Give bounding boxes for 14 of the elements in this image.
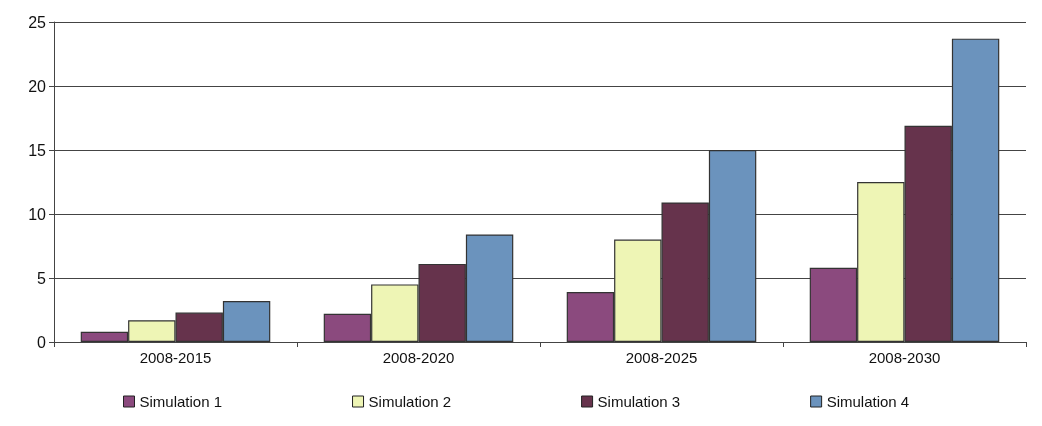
x-tick-label: 2008-2025 bbox=[625, 349, 698, 366]
legend-label: Simulation 1 bbox=[139, 393, 223, 410]
y-tick-label: 15 bbox=[28, 141, 47, 159]
legend-label: Simulation 2 bbox=[368, 393, 452, 410]
legend-label: Simulation 3 bbox=[597, 393, 681, 410]
x-tick-label: 2008-2015 bbox=[139, 349, 212, 366]
y-tick-label: 25 bbox=[28, 13, 47, 31]
y-tick-label: 0 bbox=[37, 333, 47, 351]
x-tick-label: 2008-2030 bbox=[868, 349, 941, 366]
y-tick-label: 20 bbox=[28, 77, 47, 95]
y-tick-label: 10 bbox=[28, 205, 47, 223]
x-tick-label: 2008-2020 bbox=[382, 349, 455, 366]
legend-label: Simulation 4 bbox=[826, 393, 910, 410]
y-tick-label: 5 bbox=[37, 269, 47, 287]
